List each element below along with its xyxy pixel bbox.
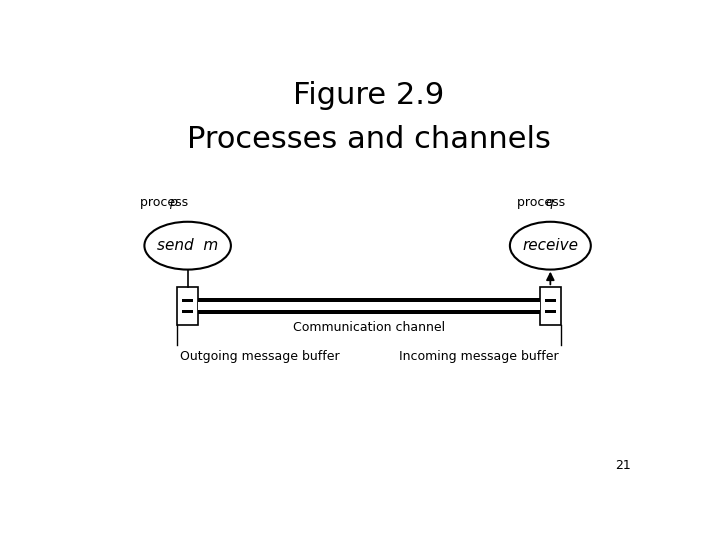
Text: receive: receive xyxy=(522,238,578,253)
Text: q: q xyxy=(546,197,554,210)
Bar xyxy=(198,302,540,310)
Text: Figure 2.9: Figure 2.9 xyxy=(293,82,445,111)
Text: Incoming message buffer: Incoming message buffer xyxy=(399,349,558,363)
Bar xyxy=(544,299,556,313)
Bar xyxy=(182,299,194,313)
Bar xyxy=(182,302,194,310)
Text: Outgoing message buffer: Outgoing message buffer xyxy=(180,349,339,363)
Bar xyxy=(540,287,561,325)
Text: Processes and channels: Processes and channels xyxy=(187,125,551,154)
Text: process: process xyxy=(517,197,569,210)
Text: p: p xyxy=(169,197,177,210)
Bar xyxy=(177,287,198,325)
Bar xyxy=(198,298,540,314)
Ellipse shape xyxy=(145,222,231,269)
Text: 21: 21 xyxy=(616,460,631,472)
Bar xyxy=(544,302,556,310)
Text: process: process xyxy=(140,197,192,210)
Ellipse shape xyxy=(510,222,591,269)
Text: Communication channel: Communication channel xyxy=(293,321,445,334)
Text: send  m: send m xyxy=(157,238,218,253)
